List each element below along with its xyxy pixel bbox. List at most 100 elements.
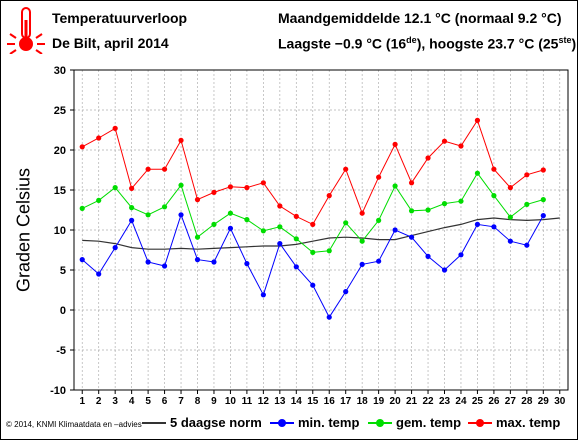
data-point-max [227, 184, 234, 190]
data-point-max [376, 174, 382, 180]
data-point-min [507, 238, 513, 244]
extremes-suffix: ) [571, 35, 577, 52]
legend-item-avg: gem. temp [368, 415, 461, 430]
data-point-max [112, 125, 118, 131]
data-point-avg [244, 217, 250, 223]
data-point-min [326, 314, 332, 320]
y-tick-label: 15 [54, 185, 66, 197]
x-tick-label: 18 [357, 396, 369, 407]
data-point-avg [540, 197, 546, 203]
x-tick-label: 14 [291, 396, 303, 407]
data-point-max [474, 117, 481, 123]
data-point-max [211, 189, 217, 195]
x-tick-label: 15 [307, 396, 319, 407]
data-point-max [244, 185, 250, 191]
x-tick-label: 29 [538, 396, 550, 407]
page-subtitle: De Bilt, april 2014 [52, 35, 169, 51]
y-tick-label: -5 [56, 345, 66, 357]
x-tick-label: 10 [225, 396, 237, 407]
legend-min-label: min. temp [298, 415, 360, 430]
x-tick-label: 21 [406, 396, 418, 407]
legend-max-swatch [468, 418, 492, 428]
thermometer-icon [7, 7, 45, 54]
x-tick-label: 2 [96, 396, 102, 407]
data-point-avg [376, 217, 382, 223]
legend-min-swatch [270, 418, 294, 428]
data-point-min [96, 271, 102, 277]
extremes: Laagste −0.9 °C (16de), hoogste 23.7 °C … [278, 35, 576, 52]
data-point-max [425, 155, 431, 161]
data-point-min [129, 217, 135, 223]
x-tick-label: 30 [554, 396, 566, 407]
data-point-avg [178, 182, 184, 188]
y-tick-label: 30 [54, 65, 66, 77]
x-tick-label: 8 [195, 396, 201, 407]
data-point-max [441, 138, 448, 144]
y-tick-label: 0 [60, 305, 66, 317]
data-point-avg [359, 238, 365, 244]
data-point-max [540, 167, 546, 173]
data-point-max [458, 143, 464, 149]
data-point-min [194, 257, 201, 263]
data-point-avg [211, 221, 217, 227]
data-point-avg [310, 249, 316, 255]
data-point-avg [343, 220, 349, 226]
data-point-max [194, 197, 201, 203]
data-point-min [474, 221, 481, 227]
data-point-max [129, 185, 135, 191]
data-point-max [343, 166, 349, 172]
data-point-min [79, 257, 85, 263]
data-point-avg [277, 224, 283, 230]
data-point-max [277, 203, 283, 209]
data-point-min [211, 259, 217, 265]
data-point-max [178, 137, 184, 143]
y-tick-label: 5 [60, 265, 66, 277]
data-point-min [260, 292, 266, 298]
data-point-avg [392, 183, 398, 189]
data-point-max [310, 221, 316, 227]
legend-avg-swatch [368, 418, 392, 428]
y-tick-label: 20 [54, 145, 66, 157]
data-point-max [392, 141, 398, 147]
data-point-avg [441, 201, 448, 207]
data-point-min [244, 261, 250, 267]
data-point-min [343, 289, 349, 295]
data-point-min [310, 282, 316, 288]
data-point-avg [524, 201, 530, 207]
monthly-average: Maandgemiddelde 12.1 °C (normaal 9.2 °C) [278, 10, 562, 26]
data-point-avg [145, 212, 151, 218]
legend-norm-swatch [142, 418, 166, 428]
data-point-avg [293, 236, 299, 242]
series-line-norm [82, 217, 560, 250]
data-point-min [441, 267, 448, 273]
data-point-min [178, 212, 184, 218]
data-point-avg [425, 207, 431, 213]
legend-avg-label: gem. temp [396, 415, 462, 430]
data-point-min [112, 245, 118, 251]
data-point-min [392, 227, 398, 233]
x-tick-label: 25 [472, 396, 484, 407]
x-tick-label: 12 [258, 396, 270, 407]
data-point-max [326, 193, 332, 199]
data-point-min [293, 264, 299, 270]
x-tick-label: 1 [79, 396, 85, 407]
series-line-avg [82, 172, 544, 253]
x-tick-label: 27 [505, 396, 517, 407]
x-tick-label: 4 [129, 396, 135, 407]
data-point-min [491, 224, 497, 230]
legend-item-max: max. temp [468, 415, 560, 430]
x-tick-label: 23 [439, 396, 451, 407]
x-tick-label: 28 [521, 396, 533, 407]
plot-area [73, 69, 569, 391]
extremes-prefix: Laagste −0.9 °C (16 [278, 35, 407, 52]
data-point-min [458, 252, 464, 258]
x-tick-label: 26 [488, 396, 500, 407]
x-tick-label: 17 [340, 396, 352, 407]
data-point-avg [96, 197, 102, 203]
data-point-min [227, 225, 234, 231]
x-tick-label: 24 [455, 396, 467, 407]
data-point-avg [408, 208, 415, 214]
data-point-min [524, 242, 530, 248]
extremes-mid: ), hoogste 23.7 °C (25 [416, 35, 559, 52]
